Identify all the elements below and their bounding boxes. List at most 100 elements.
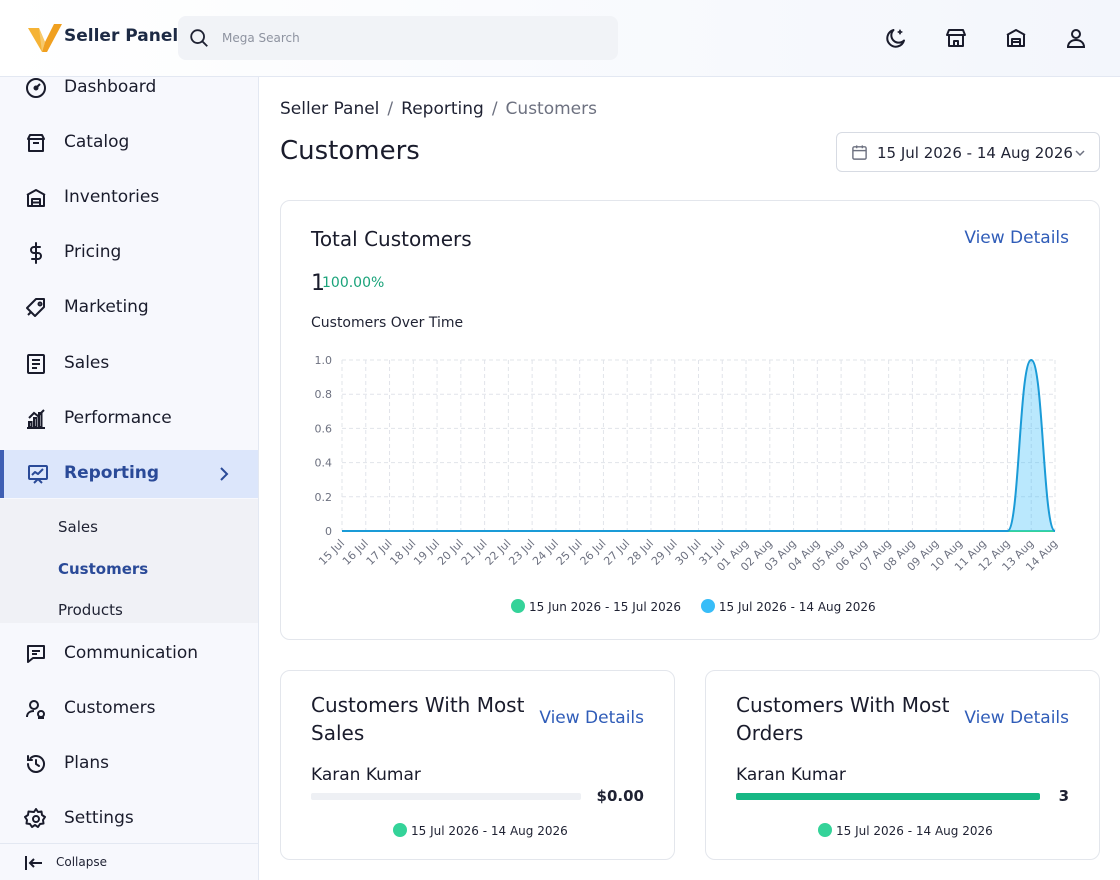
x-tick-label: 15 Jul	[316, 537, 347, 568]
legend-item-previous[interactable]: 15 Jun 2026 - 15 Jul 2026	[511, 599, 681, 614]
sidebar-item-catalog[interactable]: Catalog	[0, 119, 258, 167]
sidebar-item-label: Reporting	[64, 463, 160, 483]
most-sales-card: Customers With Most Sales View Details K…	[280, 670, 675, 860]
mega-search[interactable]	[178, 16, 618, 60]
sales-value: $0.00	[596, 787, 644, 805]
x-tick-label: 28 Jul	[625, 537, 656, 568]
sidebar-item-performance[interactable]: Performance	[0, 395, 258, 443]
chevron-right-icon	[220, 467, 229, 481]
bar-chart-icon	[27, 409, 45, 429]
breadcrumb: Seller Panel / Reporting / Customers	[280, 99, 597, 119]
customer-name: Karan Kumar	[736, 765, 846, 785]
orders-bar-fill	[736, 793, 1040, 800]
calendar-icon	[852, 145, 867, 160]
submenu-item-products[interactable]: Products	[58, 601, 123, 619]
legend-item-current[interactable]: 15 Jul 2026 - 14 Aug 2026	[700, 599, 876, 614]
card-title: Total Customers	[311, 227, 472, 251]
card-legend: 15 Jul 2026 - 14 Aug 2026	[393, 823, 568, 838]
card-title: Customers With Most Sales	[311, 693, 525, 745]
sidebar: Dashboard Catalog Inventories Pricing Ma…	[0, 77, 259, 880]
sidebar-item-label: Communication	[64, 643, 198, 663]
reporting-submenu: Sales Customers Products	[0, 499, 258, 623]
breadcrumb-seller-panel[interactable]: Seller Panel	[280, 99, 380, 119]
customers-icon	[26, 700, 45, 719]
y-tick-label: 0.4	[315, 457, 333, 470]
sidebar-item-sales[interactable]: Sales	[0, 340, 258, 388]
breadcrumb-reporting[interactable]: Reporting	[401, 99, 484, 119]
gear-icon	[24, 808, 46, 828]
chevron-down-icon	[1075, 150, 1085, 157]
store-icon[interactable]	[1004, 26, 1028, 50]
view-details-link[interactable]: View Details	[964, 708, 1069, 728]
sidebar-item-label: Sales	[64, 353, 110, 373]
sidebar-item-settings[interactable]: Settings	[0, 795, 258, 843]
legend-label: 15 Jul 2026 - 14 Aug 2026	[411, 824, 568, 838]
breadcrumb-current: Customers	[505, 99, 597, 119]
legend-dot	[511, 599, 525, 613]
sidebar-item-communication[interactable]: Communication	[0, 630, 258, 678]
x-tick-label: 27 Jul	[601, 537, 632, 568]
legend-label: 15 Jul 2026 - 14 Aug 2026	[718, 600, 876, 614]
moon-icon[interactable]	[884, 26, 908, 50]
legend-label: 15 Jul 2026 - 14 Aug 2026	[836, 824, 993, 838]
sidebar-item-label: Settings	[64, 808, 134, 828]
x-tick-label: 24 Jul	[530, 537, 561, 568]
sales-bar-track	[311, 793, 581, 800]
sidebar-item-marketing[interactable]: Marketing	[0, 284, 258, 332]
sidebar-item-label: Performance	[64, 408, 172, 428]
user-icon[interactable]	[1064, 26, 1088, 50]
receipt-icon	[27, 354, 45, 374]
collapse-arrow-icon	[25, 856, 42, 870]
chart-title: Customers Over Time	[311, 315, 464, 331]
x-tick-label: 23 Jul	[506, 537, 537, 568]
sidebar-item-customers[interactable]: Customers	[0, 685, 258, 733]
sidebar-item-dashboard[interactable]: Dashboard	[0, 64, 258, 112]
card-title: Customers With Most Orders	[736, 693, 950, 745]
customer-name: Karan Kumar	[311, 765, 421, 785]
breadcrumb-separator: /	[387, 99, 394, 119]
total-customers-value: 1	[311, 271, 325, 296]
search-input[interactable]	[222, 28, 602, 48]
sidebar-item-pricing[interactable]: Pricing	[0, 229, 258, 277]
storefront-icon[interactable]	[944, 26, 968, 50]
x-tick-label: 29 Jul	[649, 537, 680, 568]
x-tick-label: 21 Jul	[459, 537, 490, 568]
sidebar-item-label: Customers	[64, 698, 156, 718]
report-icon	[28, 465, 48, 484]
catalog-icon	[27, 134, 45, 152]
brand-logo-icon[interactable]	[28, 22, 62, 54]
y-tick-label: 0.2	[315, 491, 333, 504]
x-tick-label: 19 Jul	[411, 537, 442, 568]
date-range-picker[interactable]: 15 Jul 2026 - 14 Aug 2026	[836, 132, 1100, 172]
dollar-icon	[30, 242, 42, 264]
collapse-label: Collapse	[56, 855, 107, 869]
sidebar-item-label: Dashboard	[64, 77, 157, 97]
search-icon	[190, 29, 208, 47]
x-tick-label: 16 Jul	[340, 537, 371, 568]
submenu-item-customers[interactable]: Customers	[58, 560, 149, 578]
y-tick-label: 0.8	[315, 388, 333, 401]
x-tick-label: 26 Jul	[578, 537, 609, 568]
date-range-value: 15 Jul 2026 - 14 Aug 2026	[877, 144, 1073, 162]
submenu-item-sales[interactable]: Sales	[58, 518, 98, 536]
legend-dot	[700, 599, 715, 613]
sidebar-item-label: Plans	[64, 753, 110, 773]
history-icon	[27, 755, 45, 773]
sidebar-item-plans[interactable]: Plans	[0, 740, 258, 788]
collapse-sidebar-button[interactable]: Collapse	[0, 843, 258, 880]
chart-legend: 15 Jun 2026 - 15 Jul 2026 15 Jul 2026 - …	[511, 599, 892, 614]
sidebar-item-label: Catalog	[64, 132, 130, 152]
y-tick-label: 1.0	[315, 354, 333, 367]
view-details-link[interactable]: View Details	[964, 228, 1069, 248]
view-details-link[interactable]: View Details	[539, 708, 644, 728]
sidebar-item-inventories[interactable]: Inventories	[0, 174, 258, 222]
x-tick-label: 22 Jul	[483, 537, 514, 568]
dashboard-icon	[26, 78, 46, 98]
card-legend: 15 Jul 2026 - 14 Aug 2026	[818, 823, 993, 838]
x-tick-label: 17 Jul	[364, 537, 395, 568]
x-tick-label: 20 Jul	[435, 537, 466, 568]
brand-name[interactable]: Seller Panel	[64, 26, 179, 46]
sidebar-item-reporting[interactable]: Reporting	[0, 450, 258, 498]
y-tick-label: 0	[325, 525, 332, 538]
